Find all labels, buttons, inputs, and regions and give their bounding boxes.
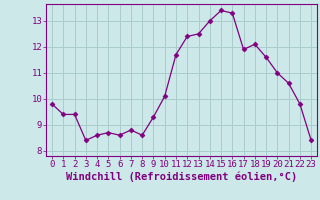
X-axis label: Windchill (Refroidissement éolien,°C): Windchill (Refroidissement éolien,°C) [66, 172, 297, 182]
